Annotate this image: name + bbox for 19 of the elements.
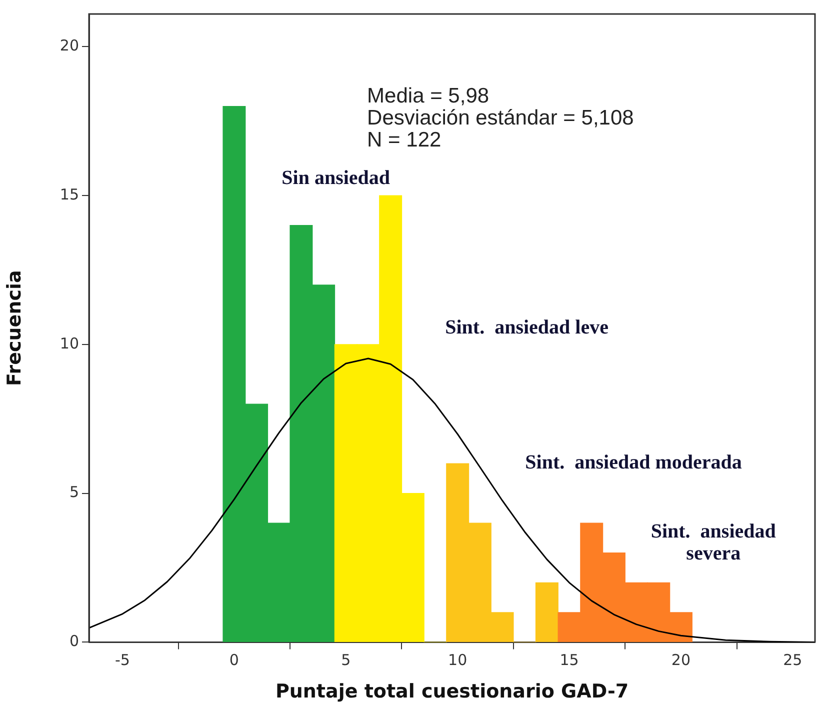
y-tick-label: 15 (60, 186, 79, 204)
x-axis-title: Puntaje total cuestionario GAD-7 (275, 680, 629, 703)
x-tick-label: 20 (671, 651, 691, 670)
y-tick-label: 20 (60, 36, 79, 55)
annotation: Sint. ansiedad leve (445, 316, 609, 338)
x-tick-label: 10 (448, 651, 468, 670)
x-tick-label: -5 (115, 651, 130, 670)
x-tick-label: 5 (341, 651, 351, 670)
annotation: Media = 5,98 Desviación estándar = 5,108 N = 122 (367, 84, 634, 152)
y-tick-label: 0 (69, 632, 79, 650)
y-tick-label: 10 (60, 334, 79, 352)
x-tick-label: 25 (783, 651, 802, 670)
y-tick-label: 5 (69, 483, 79, 502)
y-axis-title: Frecuencia (3, 270, 26, 386)
x-tick-label: 0 (229, 651, 239, 670)
annotation: Sint. ansiedad moderada (525, 451, 742, 474)
annotation: Sin ansiedad (282, 166, 390, 189)
annotation: Sint. ansiedad severa (650, 520, 776, 565)
x-tick-label: 15 (560, 651, 579, 670)
